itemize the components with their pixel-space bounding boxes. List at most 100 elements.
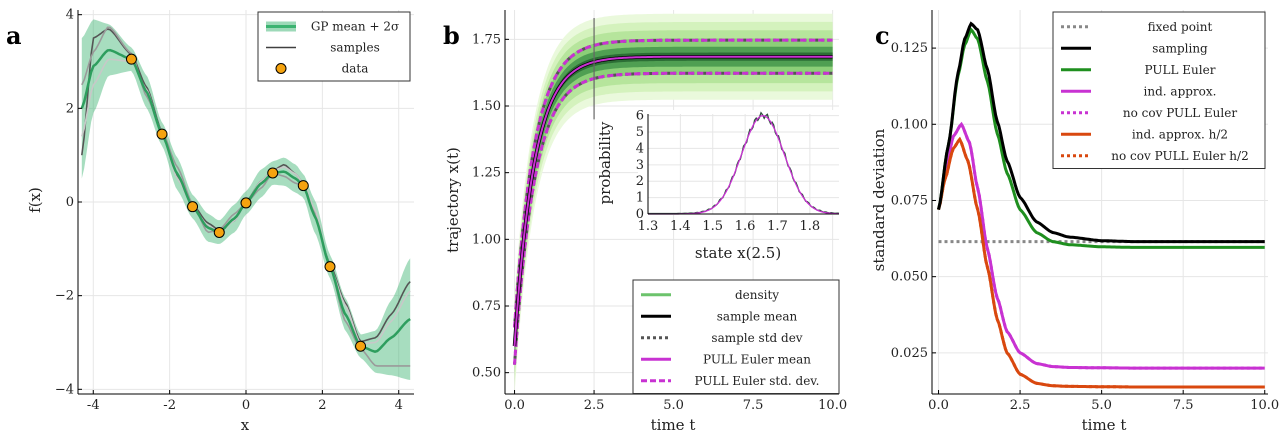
a-xtick-label: -2 bbox=[163, 398, 176, 413]
inset-ytick-label: 5 bbox=[636, 125, 644, 140]
b-inset-chart: 1.3 1.4 1.5 1.6 1.7 1.8 01 23 456 state x(2.5) p… bbox=[596, 109, 840, 262]
a-ytick-label: −2 bbox=[55, 289, 74, 304]
inset-xlabel: state x(2.5) bbox=[695, 244, 781, 262]
c-legend-label: ind. approx. bbox=[1144, 84, 1217, 98]
data-point bbox=[267, 167, 279, 179]
c-legend-entry: ind. approx. bbox=[1061, 84, 1216, 98]
c-ytick-label: 0.100 bbox=[891, 117, 928, 132]
a-legend-entry: data bbox=[275, 62, 369, 76]
c-legend-entry: PULL Euler bbox=[1061, 63, 1216, 77]
c-legend-entry: no cov PULL Euler bbox=[1061, 106, 1237, 120]
a-legend-label: GP mean + 2σ bbox=[311, 20, 399, 34]
panel-letter-a: a bbox=[6, 21, 22, 50]
chart-a: -4 -2 0 2 4 −4 −2 0 2 4 x f(x) GP mean + 2σ sample… bbox=[26, 8, 414, 434]
c-xtick-label: 7.5 bbox=[1173, 398, 1194, 413]
a-legend-marker bbox=[275, 63, 287, 74]
b-xtick-label: 0.0 bbox=[504, 398, 525, 413]
b-xtick-label: 10.0 bbox=[818, 398, 847, 413]
b-ytick-label: 0.50 bbox=[472, 366, 501, 381]
c-legend: fixed point sampling PULL Euler ind. approx… bbox=[1052, 11, 1266, 169]
c-legend-label: fixed point bbox=[1148, 20, 1213, 34]
c-ytick-label: 0.075 bbox=[891, 193, 928, 208]
c-xtick-label: 5.0 bbox=[1091, 398, 1112, 413]
inset-ytick-label: 1 bbox=[636, 191, 644, 206]
inset-xtick-label: 1.8 bbox=[800, 219, 821, 234]
inset-ytick-label: 0 bbox=[636, 207, 644, 222]
inset-ytick-label: 3 bbox=[636, 158, 644, 173]
c-ylabel: standard deviation bbox=[870, 128, 888, 271]
c-legend-label: sampling bbox=[1152, 41, 1208, 55]
b-ytick-label: 1.50 bbox=[472, 99, 501, 114]
inset-xtick-label: 1.4 bbox=[670, 219, 691, 234]
c-legend-entry: no cov PULL Euler h/2 bbox=[1061, 149, 1249, 163]
a-xtick-label: 2 bbox=[318, 398, 326, 413]
inset-ytick-label: 6 bbox=[636, 109, 644, 124]
a-ytick-label: 4 bbox=[66, 8, 74, 23]
b-legend-label: PULL Euler std. dev. bbox=[695, 374, 820, 388]
a-ytick-label: 2 bbox=[66, 101, 74, 116]
c-xlabel: time t bbox=[1082, 416, 1127, 434]
inset-ytick-label: 2 bbox=[636, 174, 644, 189]
data-point bbox=[125, 53, 137, 65]
pull-mean-line bbox=[513, 55, 833, 347]
series-line-1 bbox=[937, 21, 1265, 244]
a-xtick-label: -4 bbox=[87, 398, 100, 413]
a-ytick-label: −4 bbox=[55, 382, 74, 397]
c-xtick-label: 0.0 bbox=[928, 398, 949, 413]
c-legend-entry: fixed point bbox=[1061, 20, 1213, 34]
b-xtick-label: 2.5 bbox=[584, 398, 605, 413]
a-legend-entry: samples bbox=[266, 41, 380, 55]
a-legend-label: samples bbox=[330, 41, 379, 55]
inset-xtick-label: 1.7 bbox=[767, 219, 788, 234]
a-ytick-label: 0 bbox=[66, 195, 74, 210]
c-legend-label: no cov PULL Euler bbox=[1123, 106, 1237, 120]
panel-letter-b: b bbox=[443, 21, 460, 50]
b-legend-label: sample std dev bbox=[711, 331, 802, 345]
pull-std-upper bbox=[513, 38, 833, 328]
chart-c: 0.0 2.5 5.0 7.5 10.0 0.025 0.050 0.075 0.100 0.12… bbox=[870, 10, 1279, 434]
c-ytick-label: 0.025 bbox=[891, 346, 928, 361]
density-band bbox=[514, 38, 833, 367]
b-xlabel: time t bbox=[651, 416, 696, 434]
data-point bbox=[187, 201, 199, 213]
data-point bbox=[213, 226, 225, 238]
pull-std-lower bbox=[513, 71, 833, 365]
c-legend-label: PULL Euler bbox=[1145, 63, 1216, 77]
inset-ylabel: probability bbox=[596, 121, 614, 204]
a-legend-label: data bbox=[342, 62, 369, 76]
data-point bbox=[324, 261, 336, 273]
b-ytick-label: 1.75 bbox=[472, 32, 501, 47]
b-legend-entry: PULL Euler std. dev. bbox=[641, 374, 819, 388]
c-xtick-label: 10.0 bbox=[1250, 398, 1279, 413]
c-legend-label: no cov PULL Euler h/2 bbox=[1111, 149, 1248, 163]
inset-xtick-label: 1.5 bbox=[702, 219, 723, 234]
panel-letter-c: c bbox=[875, 21, 890, 50]
b-legend-label: PULL Euler mean bbox=[703, 352, 811, 366]
b-legend-entry: density bbox=[641, 288, 779, 302]
b-legend-entry: sample mean bbox=[641, 309, 798, 323]
a-xlabel: x bbox=[241, 416, 250, 434]
b-legend-label: density bbox=[735, 288, 779, 302]
b-ylabel: trajectory x(t) bbox=[444, 147, 462, 253]
inset-ytick-label: 4 bbox=[636, 141, 644, 156]
b-legend-entry: sample std dev bbox=[641, 331, 803, 345]
c-legend-entry: ind. approx. h/2 bbox=[1061, 127, 1228, 141]
data-point bbox=[355, 340, 367, 352]
c-legend-entry: sampling bbox=[1061, 41, 1208, 55]
b-xtick-label: 7.5 bbox=[743, 398, 764, 413]
b-legend: density sample mean sample std dev PULL Eul… bbox=[632, 279, 840, 394]
a-xtick-label: 0 bbox=[242, 398, 250, 413]
a-legend: GP mean + 2σ samples data bbox=[257, 11, 411, 82]
b-xtick-label: 5.0 bbox=[663, 398, 684, 413]
c-ytick-label: 0.050 bbox=[891, 270, 928, 285]
b-ytick-label: 0.75 bbox=[472, 299, 501, 314]
c-legend-label: ind. approx. h/2 bbox=[1132, 127, 1228, 141]
series-line-6 bbox=[937, 136, 1265, 389]
c-xtick-label: 2.5 bbox=[1010, 398, 1031, 413]
series-line-2 bbox=[937, 27, 1265, 249]
inset-xtick-label: 1.3 bbox=[638, 219, 659, 234]
a-ylabel: f(x) bbox=[26, 187, 44, 213]
c-ytick-label: 0.125 bbox=[891, 41, 928, 56]
a-xtick-label: 4 bbox=[395, 398, 403, 413]
